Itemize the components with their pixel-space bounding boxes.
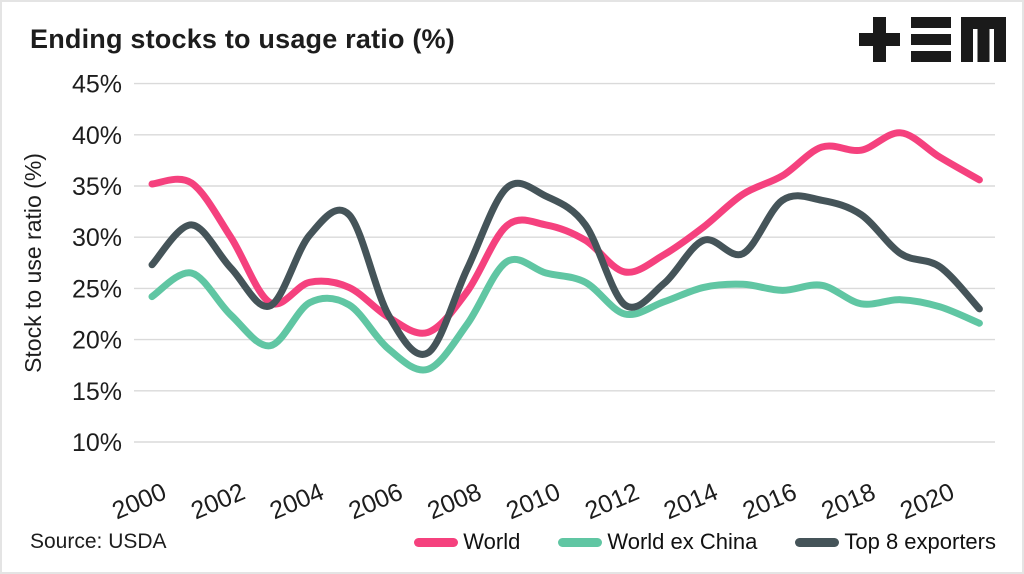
y-axis-title: Stock to use ratio (%) [20, 153, 46, 373]
legend-item-top-8-exporters[interactable]: Top 8 exporters [795, 529, 996, 555]
y-tick-label-15: 15% [72, 378, 122, 406]
series-line-top-8-exporters [148, 179, 983, 358]
legend-item-world[interactable]: World [414, 529, 520, 555]
chart-footer: Source: USDA World World ex China Top 8 ex… [2, 526, 1022, 558]
y-tick-label-35: 35% [72, 173, 122, 201]
legend-swatch-top-8-exporters [795, 537, 840, 547]
x-tick-label-2016: 2016 [739, 478, 801, 526]
y-tick-label-30: 30% [72, 224, 122, 252]
chart-title: Ending stocks to usage ratio (%) [30, 24, 455, 54]
legend-swatch-world-ex-china [558, 537, 603, 547]
x-tick-label-2008: 2008 [423, 478, 485, 526]
tem-logo [859, 17, 1006, 62]
y-tick-label-40: 40% [72, 122, 122, 150]
y-tick-label-20: 20% [72, 327, 122, 355]
legend-item-world-ex-china[interactable]: World ex China [558, 529, 757, 555]
x-tick-label-2006: 2006 [345, 478, 407, 526]
y-tick-label-25: 25% [72, 275, 122, 303]
x-tick-label-2014: 2014 [660, 478, 722, 526]
legend-label-world: World [463, 529, 521, 554]
x-tick-label-2004: 2004 [266, 478, 328, 526]
source-note: Source: USDA [30, 530, 167, 553]
y-tick-label-10: 10% [72, 429, 122, 457]
x-tick-label-2012: 2012 [581, 478, 643, 526]
x-tick-label-2000: 2000 [108, 478, 170, 526]
logo-m-glyph [961, 17, 1006, 62]
x-tick-label-2020: 2020 [896, 478, 958, 526]
logo-bars-glyph [911, 17, 951, 62]
x-tick-label-2010: 2010 [502, 478, 564, 526]
y-tick-label-45: 45% [72, 71, 122, 99]
series-line-world-ex-china [148, 255, 983, 374]
legend-label-world-ex-china: World ex China [607, 529, 758, 554]
legend: World World ex China Top 8 exporters [414, 529, 996, 555]
series-line-world [148, 129, 983, 337]
x-tick-label-2002: 2002 [187, 478, 249, 526]
logo-plus-glyph [859, 17, 900, 62]
x-tick-label-2018: 2018 [817, 478, 879, 526]
legend-label-top-8-exporters: Top 8 exporters [844, 529, 996, 554]
legend-swatch-world [414, 537, 459, 547]
